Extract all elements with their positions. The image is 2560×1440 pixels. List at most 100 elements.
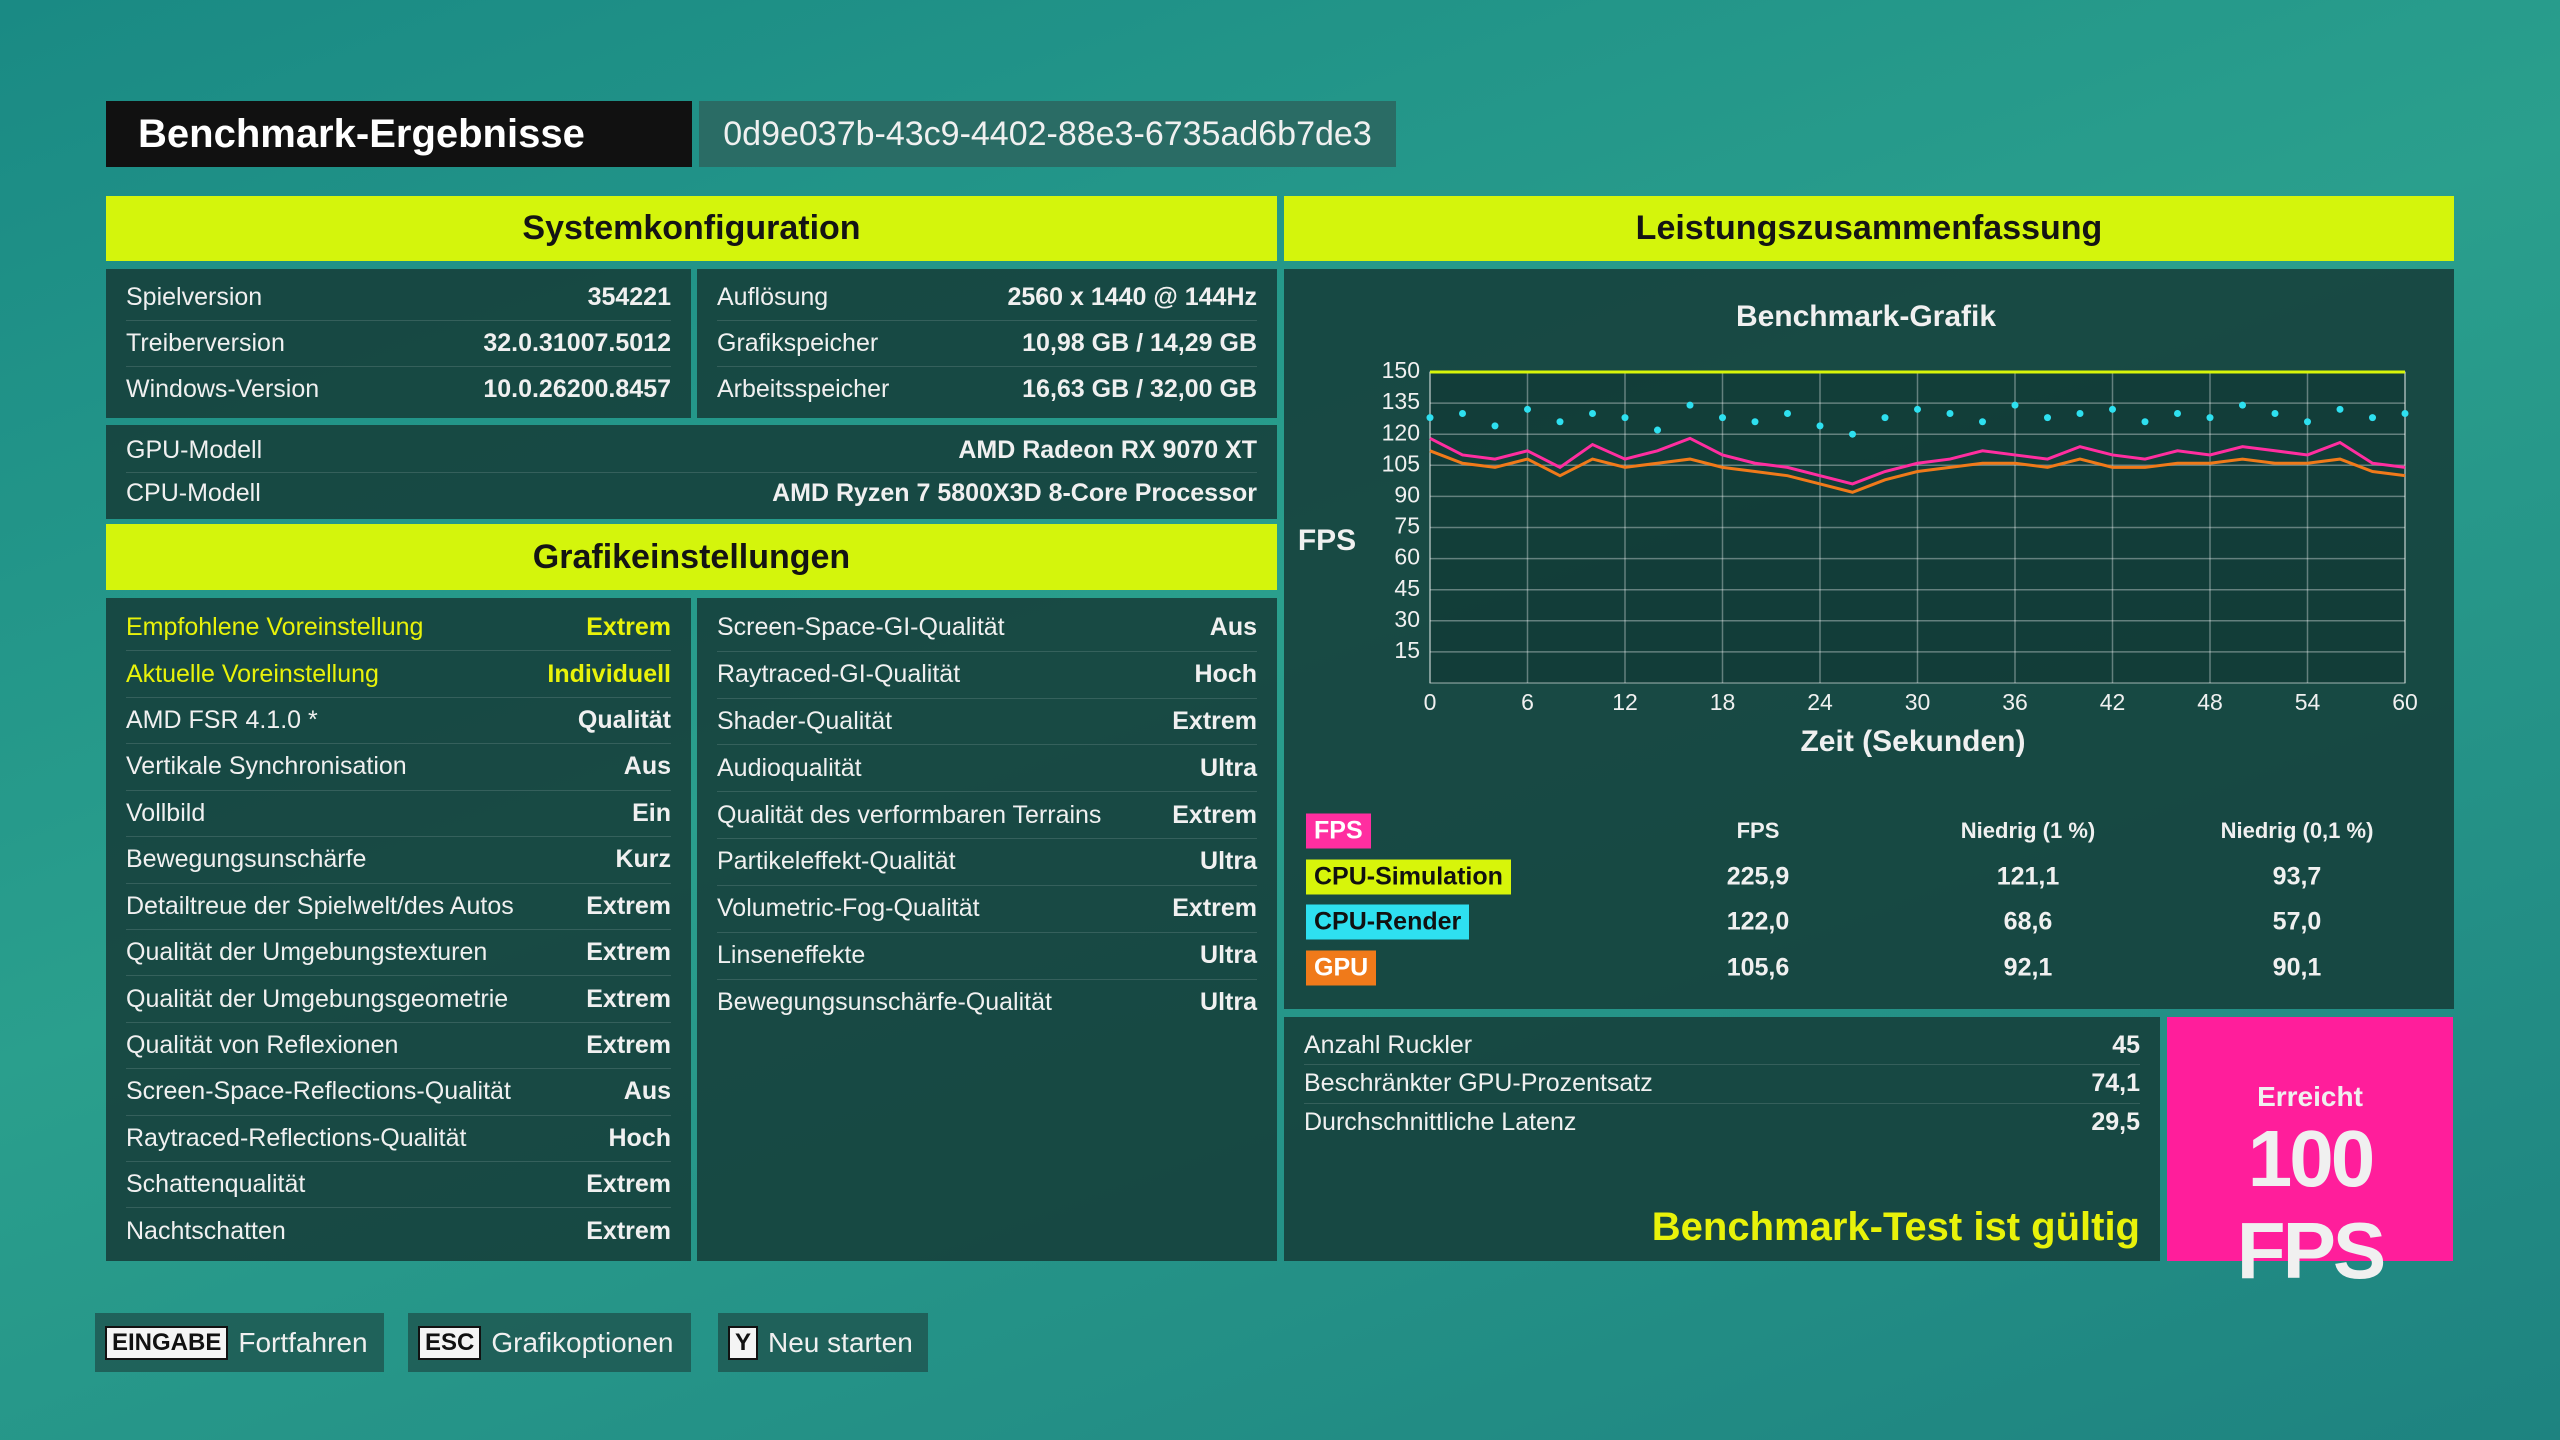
- column-header: FPS: [1736, 818, 1780, 843]
- setting-label: Auflösung: [717, 283, 829, 311]
- section-title: Systemkonfiguration: [106, 196, 1277, 261]
- footer-button[interactable]: Y Neu starten: [718, 1313, 928, 1372]
- setting-label: Screen-Space-GI-Qualität: [717, 613, 1005, 642]
- setting-value: AMD Ryzen 7 5800X3D 8-Core Processor: [772, 479, 1257, 508]
- system-panel: Spielversion 354221 Treiberversion 32.0.310…: [106, 269, 691, 418]
- setting-label: GPU-Modell: [126, 435, 263, 464]
- section-title: Leistungszusammenfassung: [1284, 196, 2454, 261]
- setting-label: Shader-Qualität: [717, 707, 893, 736]
- setting-value: 354221: [587, 283, 671, 311]
- table-cell: 57,0: [2272, 907, 2322, 936]
- setting-label: Qualität der Umgebungstexturen: [126, 938, 488, 967]
- setting-row: Volumetric-Fog-Qualität Extrem: [717, 886, 1257, 933]
- setting-value: 16,63 GB / 32,00 GB: [1022, 375, 1257, 403]
- setting-value: Kurz: [615, 845, 671, 874]
- button-label[interactable]: Grafikoptionen: [491, 1326, 674, 1358]
- setting-value: Ultra: [1200, 753, 1257, 782]
- setting-row: Vertikale Synchronisation Aus: [126, 744, 671, 791]
- setting-label: Vertikale Synchronisation: [126, 752, 407, 781]
- setting-row: Durchschnittliche Latenz 29,5: [1304, 1104, 2140, 1141]
- table-cell: 105,6: [1726, 953, 1790, 982]
- setting-row: Treiberversion 32.0.31007.5012: [126, 321, 671, 367]
- setting-row: Screen-Space-Reflections-Qualität Aus: [126, 1069, 671, 1116]
- setting-row: Screen-Space-GI-Qualität Aus: [717, 605, 1257, 652]
- setting-value: Extrem: [586, 613, 671, 642]
- setting-label: Vollbild: [126, 798, 206, 827]
- achieved-box: Erreicht 100 FPS: [2167, 1017, 2453, 1295]
- setting-value: Extrem: [586, 938, 671, 967]
- button-label[interactable]: Fortfahren: [238, 1326, 368, 1358]
- setting-row: Raytraced-GI-Qualität Hoch: [717, 652, 1257, 699]
- setting-label: Anzahl Ruckler: [1304, 1031, 1473, 1060]
- setting-value: AMD Radeon RX 9070 XT: [958, 435, 1257, 464]
- setting-row: Nachtschatten Extrem: [126, 1208, 671, 1253]
- column-header: Niedrig (1 %): [1960, 818, 2096, 843]
- setting-value: 29,5: [2091, 1107, 2140, 1136]
- setting-row: Aktuelle Voreinstellung Individuell: [126, 651, 671, 698]
- key-hint[interactable]: Y: [728, 1325, 759, 1360]
- table-cell: 121,1: [1996, 862, 2060, 891]
- setting-row: Partikeleffekt-Qualität Ultra: [717, 839, 1257, 886]
- setting-value: Extrem: [1172, 894, 1257, 923]
- legend-badge: FPS: [1306, 813, 1371, 849]
- achieved-value: 100 FPS: [2236, 1114, 2387, 1295]
- setting-label: Durchschnittliche Latenz: [1304, 1107, 1577, 1136]
- setting-row: Detailtreue der Spielwelt/des Autos Extre…: [126, 884, 671, 930]
- column-header: Niedrig (0,1 %): [2220, 818, 2374, 843]
- setting-label: Beschränkter GPU-Prozentsatz: [1304, 1069, 1653, 1098]
- setting-value: Extrem: [586, 1170, 671, 1199]
- setting-label: CPU-Modell: [126, 479, 261, 508]
- setting-row: Schattenqualität Extrem: [126, 1162, 671, 1209]
- setting-row: Anzahl Ruckler 45: [1304, 1027, 2140, 1066]
- legend-badge: GPU: [1306, 950, 1377, 986]
- setting-label: Partikeleffekt-Qualität: [717, 847, 956, 876]
- legend-badge: CPU-Render: [1306, 904, 1470, 940]
- setting-label: Empfohlene Voreinstellung: [126, 613, 424, 642]
- setting-value: Aus: [623, 752, 671, 781]
- setting-label: Audioqualität: [717, 753, 862, 782]
- setting-row: Arbeitsspeicher 16,63 GB / 32,00 GB: [717, 367, 1257, 412]
- page-title: Benchmark-Ergebnisse: [106, 101, 692, 167]
- setting-value: Extrem: [1172, 800, 1257, 829]
- setting-row: Empfohlene Voreinstellung Extrem: [126, 605, 671, 652]
- setting-row: Beschränkter GPU-Prozentsatz 74,1: [1304, 1065, 2140, 1104]
- setting-label: Raytraced-GI-Qualität: [717, 660, 961, 689]
- setting-row: Qualität der Umgebungsgeometrie Extrem: [126, 976, 671, 1023]
- section-title: Grafikeinstellungen: [106, 524, 1277, 590]
- setting-value: Extrem: [586, 1216, 671, 1245]
- setting-value: Ultra: [1200, 941, 1257, 970]
- setting-label: Linseneffekte: [717, 941, 866, 970]
- setting-value: Aus: [1209, 613, 1257, 642]
- key-hint[interactable]: EINGABE: [105, 1325, 229, 1360]
- setting-row: Audioqualität Ultra: [717, 745, 1257, 793]
- legend-badge: CPU-Simulation: [1306, 859, 1511, 895]
- setting-value: Extrem: [586, 1031, 671, 1059]
- setting-row: Windows-Version 10.0.26200.8457: [126, 367, 671, 412]
- setting-row: Qualität der Umgebungstexturen Extrem: [126, 930, 671, 977]
- setting-label: Schattenqualität: [126, 1170, 306, 1199]
- setting-value: 32.0.31007.5012: [483, 329, 671, 357]
- setting-value: 2560 x 1440 @ 144Hz: [1007, 283, 1257, 311]
- status: Benchmark-Test ist gültig: [1651, 1205, 2140, 1249]
- graphics-rows: Screen-Space-GI-Qualität Aus Raytraced-GI-…: [697, 598, 1277, 1025]
- setting-label: Spielversion: [126, 283, 263, 311]
- setting-value: 45: [2112, 1031, 2140, 1060]
- button-label[interactable]: Neu starten: [768, 1326, 913, 1358]
- setting-row: Bewegungsunschärfe-Qualität Ultra: [717, 980, 1257, 1026]
- setting-label: Arbeitsspeicher: [717, 375, 890, 403]
- summary-panel: [1284, 269, 2454, 1009]
- setting-label: Nachtschatten: [126, 1216, 286, 1245]
- footer-button[interactable]: EINGABE Fortfahren: [95, 1313, 384, 1372]
- setting-row: Qualität von Reflexionen Extrem: [126, 1023, 671, 1070]
- footer-button[interactable]: ESC Grafikoptionen: [408, 1313, 691, 1372]
- setting-row: Bewegungsunschärfe Kurz: [126, 837, 671, 884]
- setting-row: Spielversion 354221: [126, 275, 671, 321]
- setting-row: GPU-Modell AMD Radeon RX 9070 XT: [126, 429, 1257, 473]
- setting-value: Extrem: [1172, 707, 1257, 736]
- setting-row: Qualität des verformbaren Terrains Extrem: [717, 792, 1257, 840]
- graphics-panel: Empfohlene Voreinstellung Extrem Aktuelle …: [106, 598, 691, 1261]
- key-hint[interactable]: ESC: [418, 1325, 482, 1360]
- setting-value: Ein: [632, 798, 671, 827]
- setting-value: Extrem: [586, 891, 671, 920]
